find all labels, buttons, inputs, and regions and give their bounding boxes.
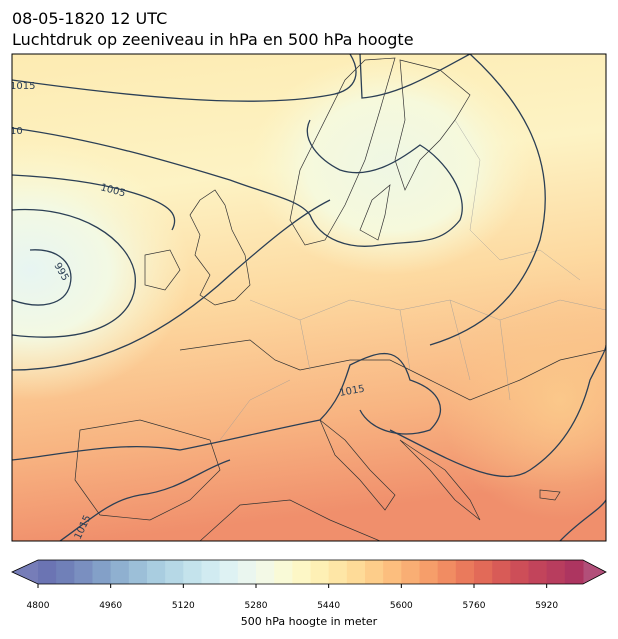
colorbar-bin <box>328 560 348 584</box>
colorbar-label: 500 hPa hoogte in meter <box>241 615 378 628</box>
colorbar-bin <box>564 560 584 584</box>
colorbar: 4800 4960 5120 5280 5440 5600 5760 5920 <box>11 559 607 611</box>
map-frame <box>11 53 607 542</box>
colorbar-bin <box>455 560 475 584</box>
contour-label: 10 <box>10 126 23 137</box>
colorbar-bin <box>492 560 511 584</box>
contour-label: 1015 <box>10 81 35 92</box>
isobars <box>12 54 606 541</box>
colorbar-bin <box>147 560 166 584</box>
colorbar-tick-label: 5120 <box>172 601 195 611</box>
colorbar-tick-label: 5600 <box>390 601 413 611</box>
colorbar-bin <box>165 560 184 584</box>
colorbar-bin <box>401 560 420 584</box>
colorbar-bin <box>110 560 130 584</box>
colorbar-bin <box>365 560 384 584</box>
warm-area <box>440 280 606 520</box>
colorbar-bin <box>419 560 439 584</box>
colorbar-tick-label: 5760 <box>463 601 486 611</box>
colorbar-bin <box>274 560 293 584</box>
colorbar-bin <box>256 560 275 584</box>
colorbar-bin <box>201 560 221 584</box>
colorbar-bin <box>292 560 311 584</box>
colorbar-bin <box>38 560 57 584</box>
colorbar-bin <box>92 560 112 584</box>
colorbar-under <box>12 560 38 584</box>
colorbar-bin <box>437 560 457 584</box>
colorbar-tick-label: 4960 <box>99 601 122 611</box>
high-area <box>250 55 530 275</box>
colorbar-tick-label: 5440 <box>317 601 340 611</box>
colorbar-bin <box>474 560 493 584</box>
title: 08-05-1820 12 UTC <box>12 9 167 28</box>
colorbar-bin <box>128 560 148 584</box>
colorbar-bin <box>528 560 548 584</box>
colorbar-bin <box>237 560 257 584</box>
colorbar-over <box>583 560 606 584</box>
colorbar-bin <box>56 560 75 584</box>
colorbar-bin <box>219 560 239 584</box>
coastlines <box>74 57 606 541</box>
colorbar-tick-label: 4800 <box>27 601 50 611</box>
colorbar-bin <box>310 560 330 584</box>
colorbar-bin <box>74 560 93 584</box>
colorbar-bin <box>383 560 402 584</box>
colorbar-bin <box>510 560 529 584</box>
map: 1015 10 1005 995 1015 1015 <box>10 54 606 541</box>
colorbar-bin <box>183 560 202 584</box>
low-area <box>12 140 190 400</box>
contour-label: 1015 <box>339 384 366 399</box>
subtitle: Luchtdruk op zeeniveau in hPa en 500 hPa… <box>12 30 414 49</box>
colorbar-bin <box>346 560 366 584</box>
borders <box>219 119 606 441</box>
colorbar-tick-label: 5280 <box>245 601 268 611</box>
colorbar-bin <box>546 560 566 584</box>
colorbar-tick-label: 5920 <box>535 601 558 611</box>
